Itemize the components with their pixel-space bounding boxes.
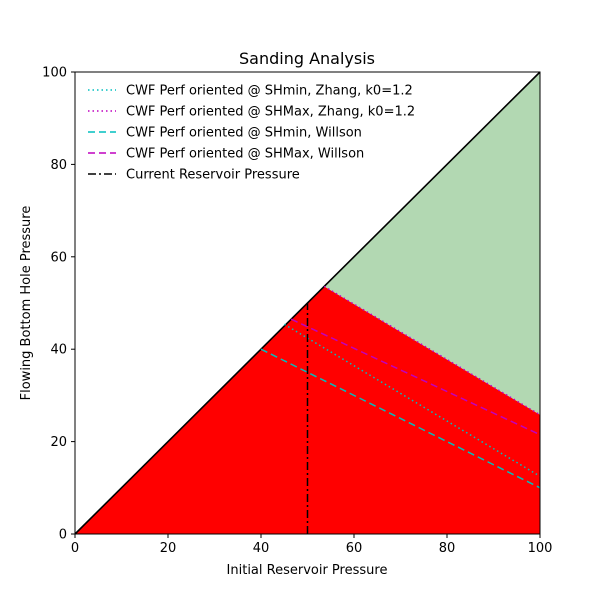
x-tick-label: 0 [71,541,79,556]
y-tick-label: 80 [50,158,67,173]
y-tick-label: 20 [50,435,67,450]
series-line-1 [323,285,541,416]
legend-entry-label: CWF Perf oriented @ SHmin, Willson [126,126,362,141]
y-axis-label: Flowing Bottom Hole Pressure [19,206,34,401]
legend-entry-label: Current Reservoir Pressure [126,168,300,183]
x-axis-label: Initial Reservoir Pressure [227,563,388,578]
plot-frame [74,71,541,535]
x-tick-label: 60 [346,541,363,556]
x-tick-label: 100 [528,541,553,556]
legend-entry-label: CWF Perf oriented @ SHMax, Willson [126,147,364,162]
x-tick-label: 20 [160,541,177,556]
series-line-3 [290,318,541,436]
legend: CWF Perf oriented @ SHmin, Zhang, k0=1.2… [88,84,415,183]
chart-title: Sanding Analysis [239,49,375,68]
y-tick-label: 40 [50,343,67,358]
y-tick-label: 0 [59,528,67,543]
safe-region [324,72,540,415]
y-tick-label: 100 [42,66,67,81]
x-tick-label: 80 [439,541,456,556]
legend-entry-label: CWF Perf oriented @ SHMax, Zhang, k0=1.2 [126,105,415,120]
x-tick-label: 40 [253,541,270,556]
legend-entry-label: CWF Perf oriented @ SHmin, Zhang, k0=1.2 [126,84,413,99]
series-line-2 [260,348,541,489]
y-tick-label: 60 [50,250,67,265]
series-line-0 [283,323,541,477]
